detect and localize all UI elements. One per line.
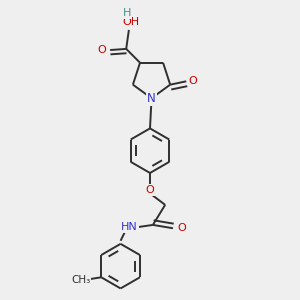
Text: CH₃: CH₃ [71, 274, 91, 284]
Text: N: N [147, 92, 156, 105]
Text: HN: HN [122, 222, 138, 232]
Text: O: O [189, 76, 197, 86]
Text: OH: OH [123, 16, 140, 27]
Text: H: H [123, 8, 131, 18]
Text: O: O [146, 185, 154, 195]
Text: O: O [98, 45, 106, 55]
Text: O: O [177, 223, 186, 233]
